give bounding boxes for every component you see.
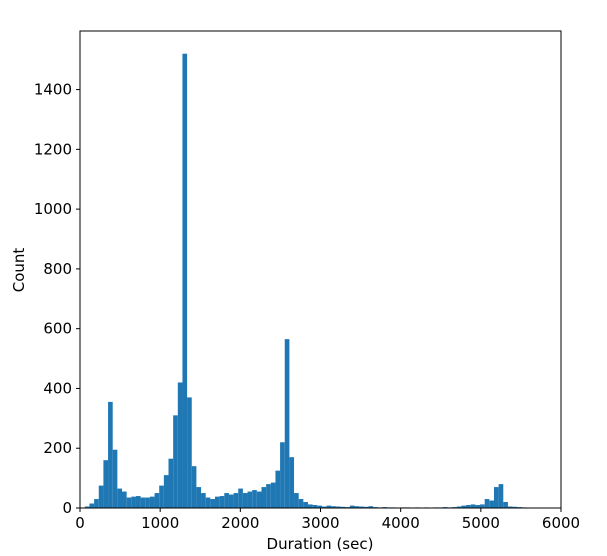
y-tick-label: 400 xyxy=(43,379,72,397)
bar xyxy=(298,499,304,508)
bar xyxy=(163,475,169,508)
bar xyxy=(196,487,202,508)
bar xyxy=(98,485,104,508)
plot-frame xyxy=(79,30,562,509)
bar xyxy=(126,497,132,508)
bar xyxy=(266,484,271,508)
bar xyxy=(122,491,127,508)
bar xyxy=(331,506,336,508)
bar xyxy=(210,499,216,508)
bar xyxy=(484,499,490,508)
x-tick-label: 0 xyxy=(75,514,85,532)
bar xyxy=(312,505,318,508)
bar xyxy=(466,505,471,508)
bar xyxy=(475,505,481,508)
x-tick-label: 1000 xyxy=(141,514,179,532)
bar xyxy=(140,497,146,508)
bar xyxy=(89,503,95,508)
bar xyxy=(470,504,476,508)
bar xyxy=(215,496,220,508)
bar xyxy=(191,466,197,508)
bar xyxy=(159,485,164,508)
bar xyxy=(461,505,467,508)
bar xyxy=(480,504,485,508)
bar xyxy=(131,496,136,508)
bar xyxy=(456,506,462,508)
bar xyxy=(168,458,174,508)
y-tick-label: 1200 xyxy=(34,140,72,158)
bar xyxy=(284,339,290,508)
bar xyxy=(326,505,332,508)
y-tick-label: 0 xyxy=(62,499,72,517)
bar xyxy=(335,506,341,508)
bar xyxy=(359,506,364,508)
bar xyxy=(242,493,248,508)
bar xyxy=(154,493,160,508)
bar xyxy=(233,493,239,508)
bar xyxy=(321,506,327,508)
bar xyxy=(317,505,322,508)
bar xyxy=(503,502,508,508)
bar xyxy=(201,493,206,508)
bar xyxy=(94,499,99,508)
bar xyxy=(261,487,267,508)
y-axis-label: Count xyxy=(10,248,28,293)
bar xyxy=(228,494,234,508)
bar xyxy=(187,397,192,508)
bar xyxy=(340,506,346,508)
bar xyxy=(289,457,295,508)
bar xyxy=(303,502,308,508)
bar xyxy=(108,401,113,508)
bar xyxy=(294,493,299,508)
bar xyxy=(135,496,141,508)
bar xyxy=(173,415,178,508)
bar xyxy=(205,497,211,508)
bar xyxy=(219,496,225,508)
x-tick-label: 3000 xyxy=(301,514,339,532)
bar xyxy=(256,491,262,508)
bar xyxy=(103,460,109,508)
bar xyxy=(252,490,257,508)
x-tick-label: 5000 xyxy=(462,514,500,532)
bar xyxy=(145,497,150,508)
bar xyxy=(507,506,513,508)
y-tick-label: 800 xyxy=(43,260,72,278)
bar xyxy=(493,487,499,508)
y-tick-label: 200 xyxy=(43,439,72,457)
bar xyxy=(270,482,276,508)
y-tick-label: 600 xyxy=(43,320,72,338)
bar xyxy=(117,488,123,508)
bar xyxy=(238,488,243,508)
bar xyxy=(280,442,285,508)
bar xyxy=(307,504,313,508)
bar xyxy=(84,506,90,508)
bar xyxy=(149,496,155,508)
x-tick-label: 6000 xyxy=(542,514,580,532)
bar xyxy=(182,53,188,508)
bar xyxy=(498,484,504,508)
bar xyxy=(354,506,360,508)
bar xyxy=(247,491,253,508)
bar xyxy=(224,493,229,508)
bar xyxy=(489,500,494,508)
y-tick-label: 1000 xyxy=(34,200,72,218)
x-axis-label: Duration (sec) xyxy=(267,535,374,553)
bar xyxy=(363,506,369,508)
bar xyxy=(275,470,281,508)
y-tick-label: 1400 xyxy=(34,81,72,99)
bar xyxy=(512,506,518,508)
bar xyxy=(112,449,118,508)
x-tick-label: 4000 xyxy=(382,514,420,532)
bar xyxy=(349,505,355,508)
bar xyxy=(368,506,374,508)
x-tick-label: 2000 xyxy=(221,514,259,532)
bar xyxy=(177,382,183,508)
